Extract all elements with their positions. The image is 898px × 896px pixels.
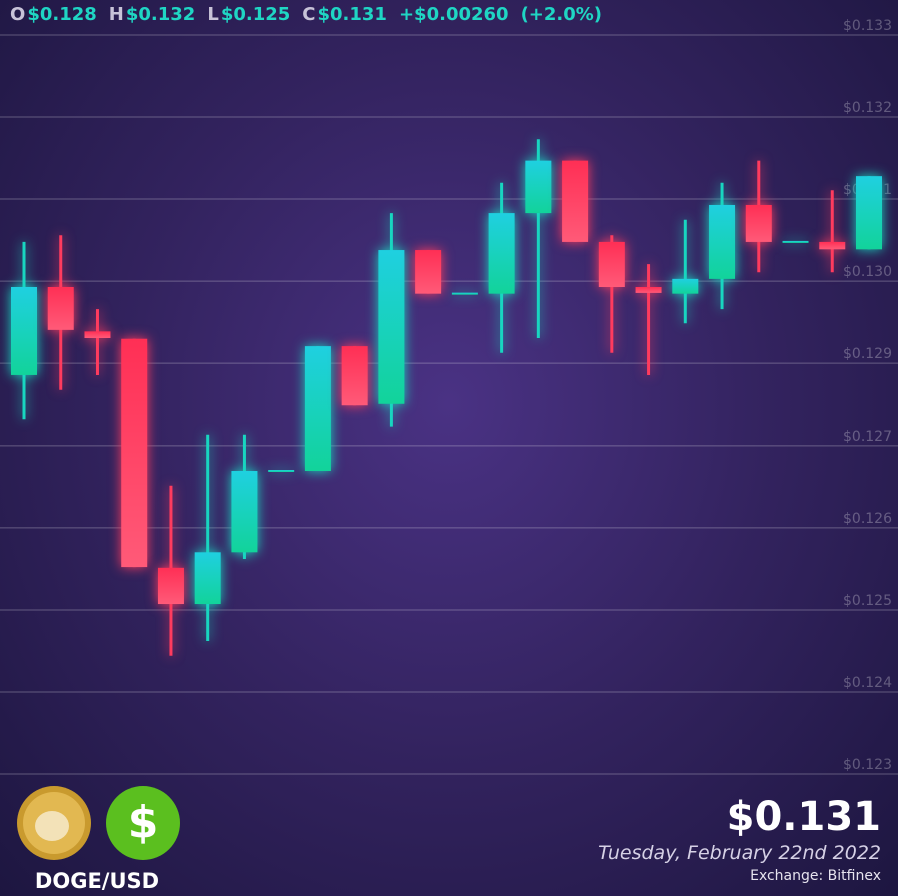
- candle: [194, 434, 221, 641]
- summary-value: $0.132: [125, 4, 196, 25]
- y-tick-label: $0.127: [843, 429, 892, 445]
- candle-body: [819, 241, 846, 250]
- summary-label: O: [10, 4, 26, 25]
- y-tick-label: $0.123: [843, 757, 892, 773]
- y-tick-label: $0.129: [843, 346, 892, 362]
- candle: [415, 250, 442, 294]
- candle: [304, 346, 331, 472]
- candle-body: [488, 213, 515, 294]
- candle: [11, 241, 37, 420]
- candle-body: [84, 331, 111, 338]
- candle-body: [451, 292, 478, 295]
- summary-value: $0.131: [317, 4, 387, 25]
- y-tick-label: $0.132: [843, 100, 892, 116]
- candle: [157, 485, 184, 656]
- candle: [745, 160, 772, 273]
- candle: [709, 182, 736, 310]
- date: Tuesday, February 22nd 2022: [598, 842, 881, 864]
- candle: [268, 470, 295, 473]
- candle-body: [157, 567, 184, 605]
- candle-body: [11, 286, 37, 375]
- summary-value: $0.125: [220, 4, 291, 25]
- change: +$0.00260: [398, 4, 509, 25]
- candle-body: [47, 286, 74, 330]
- candle-body: [709, 204, 736, 279]
- candle-body: [672, 278, 699, 294]
- change-pct: (+2.0%): [520, 4, 603, 25]
- y-tick-label: $0.126: [843, 511, 892, 527]
- candle-body: [598, 241, 625, 287]
- candle-body: [782, 240, 809, 243]
- summary-value: $0.128: [27, 4, 97, 25]
- candle: [782, 240, 809, 243]
- candle-body: [415, 250, 442, 294]
- candle: [598, 235, 625, 353]
- candle-body: [268, 470, 295, 473]
- candle: [562, 160, 589, 242]
- candle: [819, 190, 846, 273]
- pair-label: DOGE/USD: [35, 869, 159, 893]
- y-tick-label: $0.133: [843, 18, 892, 34]
- candle-body: [745, 204, 772, 242]
- price: $0.131: [727, 794, 881, 840]
- candle-body: [378, 250, 405, 404]
- candle: [84, 309, 111, 375]
- summary-label: H: [108, 4, 124, 25]
- candle: [525, 139, 552, 338]
- candle-body: [562, 160, 589, 242]
- candle: [341, 346, 368, 406]
- candle-body: [635, 286, 662, 293]
- candle-body: [121, 338, 148, 568]
- y-tick-label: $0.125: [843, 593, 892, 609]
- candle-body: [856, 176, 882, 250]
- candle: [451, 292, 478, 295]
- candle-body: [304, 346, 331, 472]
- exchange: Exchange: Bitfinex: [750, 868, 881, 884]
- ohlc-header: O $0.128 H $0.132 L $0.125 C $0.131 +$0.00260 (+2…: [10, 4, 614, 25]
- candle: [672, 219, 699, 324]
- candle-body: [525, 160, 552, 214]
- candle-body: [231, 471, 258, 553]
- doge-face: [35, 811, 69, 841]
- candle: [488, 182, 515, 353]
- summary-label: L: [207, 4, 219, 25]
- candle: [856, 176, 882, 250]
- candle: [231, 434, 258, 559]
- candle: [47, 235, 74, 390]
- y-tick-label: $0.124: [843, 675, 892, 691]
- y-tick-label: $0.130: [843, 264, 892, 280]
- candle: [121, 338, 148, 568]
- candle-body: [194, 552, 221, 605]
- candle: [635, 264, 662, 375]
- candle-body: [341, 346, 368, 406]
- dollar-icon: [106, 786, 180, 860]
- summary-label: C: [302, 4, 316, 25]
- candle: [378, 213, 405, 427]
- dollar-symbol: $: [128, 797, 159, 848]
